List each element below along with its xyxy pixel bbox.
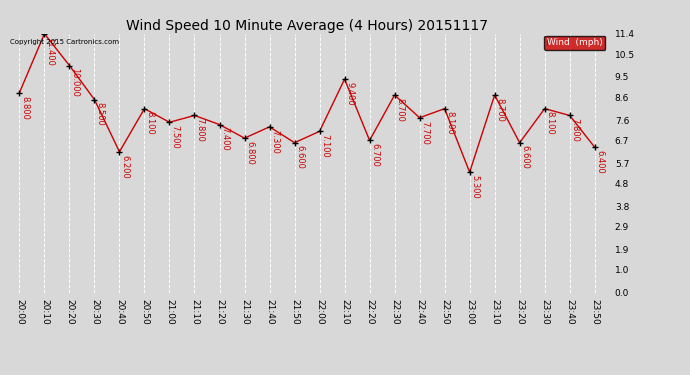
Text: 6.700: 6.700 (371, 143, 380, 167)
Text: 7.100: 7.100 (321, 134, 330, 158)
Text: Copyright 2015 Cartronics.com: Copyright 2015 Cartronics.com (10, 39, 119, 45)
Text: 7.500: 7.500 (170, 125, 179, 149)
Text: 7.300: 7.300 (270, 130, 279, 153)
Text: 7.700: 7.700 (421, 120, 430, 144)
Text: 6.600: 6.600 (295, 146, 304, 170)
Text: 8.500: 8.500 (95, 102, 104, 126)
Text: 6.400: 6.400 (595, 150, 604, 174)
Text: 7.800: 7.800 (571, 118, 580, 142)
Text: 7.800: 7.800 (195, 118, 204, 142)
Text: 6.600: 6.600 (521, 146, 530, 170)
Text: 8.100: 8.100 (446, 111, 455, 135)
Legend: Wind  (mph): Wind (mph) (544, 36, 605, 50)
Text: 8.700: 8.700 (395, 98, 404, 122)
Text: 9.400: 9.400 (346, 82, 355, 105)
Text: 7.400: 7.400 (221, 128, 230, 151)
Text: 8.100: 8.100 (546, 111, 555, 135)
Text: 8.800: 8.800 (21, 96, 30, 119)
Title: Wind Speed 10 Minute Average (4 Hours) 20151117: Wind Speed 10 Minute Average (4 Hours) 2… (126, 19, 488, 33)
Text: 8.700: 8.700 (495, 98, 504, 122)
Text: 5.300: 5.300 (471, 175, 480, 199)
Text: 6.800: 6.800 (246, 141, 255, 165)
Text: 11.400: 11.400 (46, 36, 55, 65)
Text: 6.200: 6.200 (121, 154, 130, 178)
Text: 10.000: 10.000 (70, 68, 79, 97)
Text: 8.100: 8.100 (146, 111, 155, 135)
